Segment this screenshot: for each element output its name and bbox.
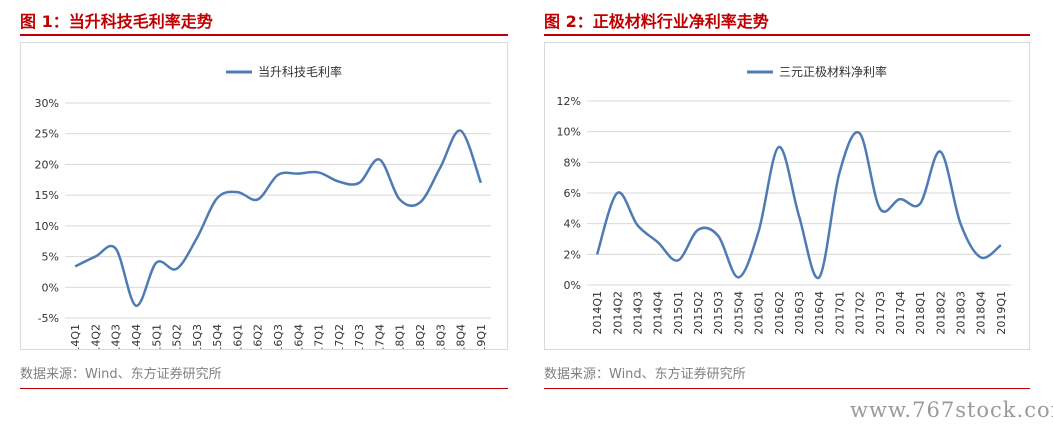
- chart2-source: 数据来源：Wind、东方证券研究所: [544, 367, 746, 382]
- chart1-xtick-label: 2017Q3: [353, 324, 366, 349]
- chart1-xtick-label: 2018Q4: [455, 324, 468, 349]
- chart2-legend-label: 三元正极材料净利率: [779, 64, 887, 79]
- chart2-ytick-label: 8%: [564, 156, 581, 169]
- chart2-ytick-label: 10%: [557, 126, 581, 139]
- chart2-xtick-label: 2014Q1: [591, 291, 604, 335]
- chart1-legend: 当升科技毛利率: [226, 64, 342, 79]
- chart1-ytick-label: 0%: [42, 281, 59, 294]
- chart1-bottom-rule: [20, 388, 508, 389]
- chart2-svg: 0% 2% 4% 6% 8% 10% 12% 2014Q1 2014Q2 2014Q3 2014Q4…: [557, 64, 1011, 335]
- chart2-series-line: [595, 130, 1002, 280]
- chart1-xtick-label: 2014Q3: [110, 324, 123, 349]
- chart2-xtick-label: 2015Q1: [672, 291, 685, 335]
- chart1-xtick-label: 2015Q3: [191, 324, 204, 349]
- chart1-xtick-label: 2017Q4: [373, 324, 386, 349]
- chart1-xtick-label: 2015Q1: [150, 324, 163, 349]
- chart2-xtick-label: 2018Q1: [914, 291, 927, 335]
- chart1-xtick-label: 2014Q4: [130, 324, 143, 349]
- chart1-xtick-label: 2018Q3: [434, 324, 447, 349]
- chart1-ytick-label: 25%: [35, 128, 59, 141]
- watermark: www.767stock.com: [850, 398, 1053, 422]
- chart1-svg: -5% 0% 5% 10% 15% 20% 25% 30% 2014Q1 2014Q2 2014Q3…: [35, 64, 491, 368]
- chart2-title-rule: [544, 34, 1030, 36]
- chart2-xtick-label: 2018Q2: [934, 291, 947, 335]
- chart2-xtick-label: 2016Q3: [793, 291, 806, 335]
- chart1-ytick-label: 15%: [35, 189, 59, 202]
- chart2-xtick-label: 2018Q4: [975, 291, 988, 335]
- chart2-xtick-label: 2015Q2: [692, 291, 705, 335]
- chart1-xtick-label: 2018Q1: [394, 324, 407, 349]
- chart1-xtick-label: 2014Q1: [69, 324, 82, 349]
- chart2-xtick-label: 2016Q1: [753, 291, 766, 335]
- chart2-title: 图 2：正极材料行业净利率走势: [544, 12, 769, 31]
- chart1-source: 数据来源：Wind、东方证券研究所: [20, 367, 222, 382]
- chart1-xtick-label: 2016Q1: [231, 324, 244, 349]
- chart2-xtick-label: 2014Q4: [652, 291, 665, 335]
- chart2-xtick-label: 2017Q4: [894, 291, 907, 335]
- chart2-xtick-label: 2017Q2: [854, 291, 867, 335]
- chart2-xtick-label: 2016Q4: [813, 291, 826, 335]
- chart2-xtick-label: 2016Q2: [773, 291, 786, 335]
- chart1-title: 图 1：当升科技毛利率走势: [20, 12, 213, 31]
- chart1-xtick-label: 2017Q1: [313, 324, 326, 349]
- chart1-ytick-label: 20%: [35, 158, 59, 171]
- chart1-xtick-label: 2015Q2: [171, 324, 184, 349]
- chart2-xtick-label: 2017Q1: [833, 291, 846, 335]
- chart1-legend-label: 当升科技毛利率: [258, 64, 342, 79]
- chart2-xtick-label: 2019Q1: [995, 291, 1008, 335]
- chart1-xtick-label: 2019Q1: [475, 324, 488, 349]
- chart1-ytick-label: 30%: [35, 97, 59, 110]
- chart2-xtick-label: 2017Q3: [874, 291, 887, 335]
- chart2-xtick-label: 2014Q2: [611, 291, 624, 335]
- chart2-xtick-label: 2018Q3: [955, 291, 968, 335]
- chart1-xtick-label: 2016Q3: [272, 324, 285, 349]
- chart2-frame: 0% 2% 4% 6% 8% 10% 12% 2014Q1 2014Q2 2014Q3 2014Q4…: [544, 42, 1030, 350]
- chart2-xtick-label: 2015Q3: [712, 291, 725, 335]
- chart1-series-line: [74, 129, 483, 307]
- chart2-ytick-label: 6%: [564, 187, 581, 200]
- chart2-ytick-label: 4%: [564, 218, 581, 231]
- chart2-bottom-rule: [544, 388, 1030, 389]
- chart1-xtick-label: 2016Q4: [292, 324, 305, 349]
- chart2-legend: 三元正极材料净利率: [747, 64, 887, 79]
- chart1-ytick-label: 5%: [42, 251, 59, 264]
- chart1-xtick-label: 2018Q2: [414, 324, 427, 349]
- chart1-xtick-label: 2017Q2: [333, 324, 346, 349]
- chart1-ytick-label: 10%: [35, 220, 59, 233]
- chart1-xtick-label: 2016Q2: [252, 324, 265, 349]
- chart1-xtick-label: 2014Q2: [89, 324, 102, 349]
- chart1-title-rule: [20, 34, 508, 36]
- chart1-frame: -5% 0% 5% 10% 15% 20% 25% 30% 2014Q1 2014Q2 2014Q3…: [20, 42, 508, 368]
- chart2-xtick-label: 2015Q4: [732, 291, 745, 335]
- chart2-ytick-label: 0%: [564, 279, 581, 292]
- chart2-xtick-label: 2014Q3: [631, 291, 644, 335]
- chart1-ytick-label: -5%: [38, 312, 59, 325]
- chart1-xtick-label: 2015Q4: [211, 324, 224, 349]
- chart2-ytick-label: 2%: [564, 248, 581, 261]
- chart2-ytick-label: 12%: [557, 95, 581, 108]
